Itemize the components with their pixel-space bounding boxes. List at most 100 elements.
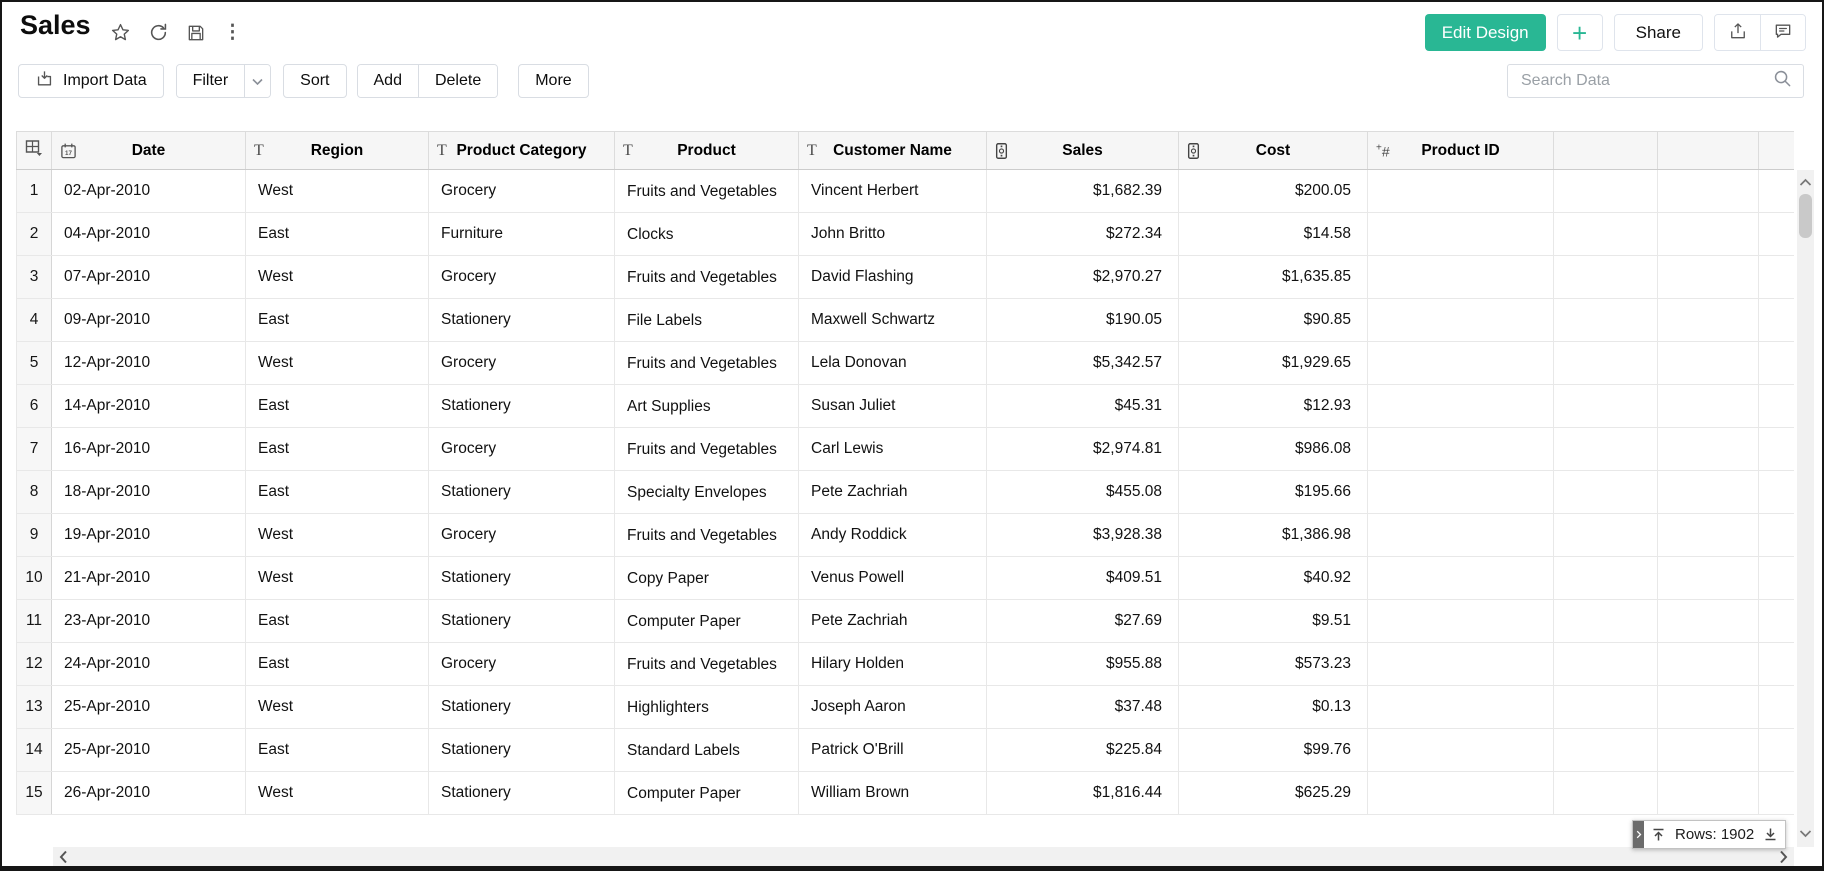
cell-date[interactable]: 21-Apr-2010 <box>52 557 246 600</box>
cell-empty1[interactable] <box>1554 557 1658 600</box>
cell-empty2[interactable] <box>1658 686 1759 729</box>
row-number[interactable]: 14 <box>17 729 52 772</box>
row-number[interactable]: 9 <box>17 514 52 557</box>
scroll-left-icon[interactable] <box>59 850 68 869</box>
cell-product[interactable]: Computer Paper <box>615 772 799 815</box>
cell-region[interactable]: East <box>246 213 429 256</box>
cell-region[interactable]: East <box>246 428 429 471</box>
cell-empty1[interactable] <box>1554 256 1658 299</box>
cell-category[interactable]: Grocery <box>429 342 615 385</box>
cell-empty1[interactable] <box>1554 686 1658 729</box>
cell-empty2[interactable] <box>1658 557 1759 600</box>
cell-empty1[interactable] <box>1554 772 1658 815</box>
row-number[interactable]: 15 <box>17 772 52 815</box>
column-header-product[interactable]: TProduct <box>615 132 799 170</box>
cell-customer[interactable]: John Britto <box>799 213 987 256</box>
row-number[interactable]: 5 <box>17 342 52 385</box>
cell-empty2[interactable] <box>1658 213 1759 256</box>
cell-date[interactable]: 16-Apr-2010 <box>52 428 246 471</box>
cell-empty3[interactable] <box>1759 772 1795 815</box>
cell-empty3[interactable] <box>1759 170 1795 213</box>
cell-region[interactable]: West <box>246 514 429 557</box>
column-header-empty2[interactable] <box>1658 132 1759 170</box>
save-icon[interactable] <box>186 23 206 43</box>
cell-cost[interactable]: $40.92 <box>1179 557 1368 600</box>
cell-product[interactable]: Specialty Envelopes <box>615 471 799 514</box>
cell-product_id[interactable] <box>1368 385 1554 428</box>
jump-to-top-icon[interactable] <box>1644 827 1673 842</box>
row-number[interactable]: 8 <box>17 471 52 514</box>
cell-cost[interactable]: $12.93 <box>1179 385 1368 428</box>
cell-product_id[interactable] <box>1368 772 1554 815</box>
cell-empty3[interactable] <box>1759 600 1795 643</box>
cell-sales[interactable]: $272.34 <box>987 213 1179 256</box>
cell-date[interactable]: 18-Apr-2010 <box>52 471 246 514</box>
cell-cost[interactable]: $14.58 <box>1179 213 1368 256</box>
cell-region[interactable]: East <box>246 729 429 772</box>
cell-date[interactable]: 12-Apr-2010 <box>52 342 246 385</box>
column-header-sales[interactable]: Sales <box>987 132 1179 170</box>
cell-sales[interactable]: $3,928.38 <box>987 514 1179 557</box>
refresh-icon[interactable] <box>148 22 169 43</box>
search-icon[interactable] <box>1773 69 1792 93</box>
cell-product[interactable]: Highlighters <box>615 686 799 729</box>
cell-cost[interactable]: $90.85 <box>1179 299 1368 342</box>
cell-product[interactable]: Clocks <box>615 213 799 256</box>
cell-sales[interactable]: $225.84 <box>987 729 1179 772</box>
cell-cost[interactable]: $1,635.85 <box>1179 256 1368 299</box>
cell-product_id[interactable] <box>1368 514 1554 557</box>
cell-empty1[interactable] <box>1554 428 1658 471</box>
cell-product_id[interactable] <box>1368 299 1554 342</box>
cell-category[interactable]: Grocery <box>429 170 615 213</box>
row-number[interactable]: 7 <box>17 428 52 471</box>
cell-product[interactable]: Fruits and Vegetables <box>615 643 799 686</box>
cell-empty1[interactable] <box>1554 729 1658 772</box>
cell-empty3[interactable] <box>1759 428 1795 471</box>
favorite-star-icon[interactable] <box>110 22 131 43</box>
cell-product[interactable]: File Labels <box>615 299 799 342</box>
cell-date[interactable]: 02-Apr-2010 <box>52 170 246 213</box>
cell-empty1[interactable] <box>1554 471 1658 514</box>
cell-sales[interactable]: $1,816.44 <box>987 772 1179 815</box>
cell-empty1[interactable] <box>1554 600 1658 643</box>
cell-product_id[interactable] <box>1368 256 1554 299</box>
cell-customer[interactable]: William Brown <box>799 772 987 815</box>
cell-empty3[interactable] <box>1759 299 1795 342</box>
cell-customer[interactable]: Joseph Aaron <box>799 686 987 729</box>
scroll-down-icon[interactable] <box>1799 825 1812 843</box>
cell-product_id[interactable] <box>1368 557 1554 600</box>
cell-date[interactable]: 25-Apr-2010 <box>52 729 246 772</box>
cell-empty1[interactable] <box>1554 385 1658 428</box>
cell-empty1[interactable] <box>1554 299 1658 342</box>
cell-sales[interactable]: $455.08 <box>987 471 1179 514</box>
cell-date[interactable]: 09-Apr-2010 <box>52 299 246 342</box>
add-new-button[interactable]: + <box>1557 14 1603 51</box>
cell-customer[interactable]: Maxwell Schwartz <box>799 299 987 342</box>
row-number[interactable]: 1 <box>17 170 52 213</box>
cell-product_id[interactable] <box>1368 170 1554 213</box>
cell-product_id[interactable] <box>1368 342 1554 385</box>
delete-button[interactable]: Delete <box>418 65 497 97</box>
row-number[interactable]: 13 <box>17 686 52 729</box>
filter-button[interactable]: Filter <box>177 65 245 97</box>
cell-empty1[interactable] <box>1554 643 1658 686</box>
more-button[interactable]: More <box>518 64 588 98</box>
cell-empty2[interactable] <box>1658 643 1759 686</box>
cell-category[interactable]: Stationery <box>429 600 615 643</box>
cell-empty2[interactable] <box>1658 729 1759 772</box>
cell-customer[interactable]: Susan Juliet <box>799 385 987 428</box>
cell-empty1[interactable] <box>1554 342 1658 385</box>
cell-empty2[interactable] <box>1658 170 1759 213</box>
cell-sales[interactable]: $190.05 <box>987 299 1179 342</box>
row-number[interactable]: 3 <box>17 256 52 299</box>
scroll-right-icon[interactable] <box>1779 850 1788 869</box>
cell-customer[interactable]: Pete Zachriah <box>799 600 987 643</box>
cell-category[interactable]: Stationery <box>429 729 615 772</box>
cell-empty2[interactable] <box>1658 772 1759 815</box>
jump-to-bottom-icon[interactable] <box>1756 827 1785 842</box>
column-header-product_id[interactable]: +#Product ID <box>1368 132 1554 170</box>
cell-category[interactable]: Grocery <box>429 256 615 299</box>
cell-empty3[interactable] <box>1759 643 1795 686</box>
cell-product[interactable]: Fruits and Vegetables <box>615 170 799 213</box>
cell-region[interactable]: West <box>246 170 429 213</box>
